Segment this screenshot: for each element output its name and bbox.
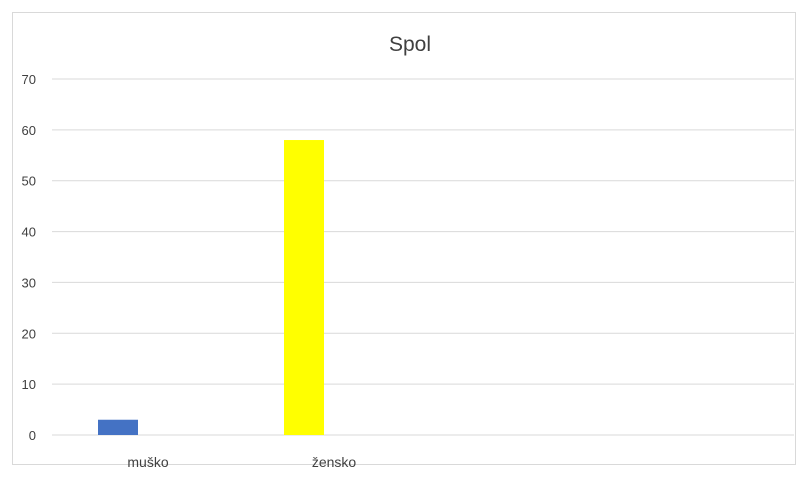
y-tick-label: 40 bbox=[22, 225, 36, 240]
y-tick-label: 70 bbox=[22, 72, 36, 87]
y-axis-ticks: 0 10 20 30 40 50 60 70 bbox=[22, 72, 36, 443]
y-tick-label: 50 bbox=[22, 174, 36, 189]
y-tick-label: 20 bbox=[22, 326, 36, 341]
y-tick-label: 0 bbox=[29, 428, 36, 443]
bar-1 bbox=[284, 140, 324, 435]
x-axis-labels: muško žensko bbox=[127, 454, 356, 470]
gridlines bbox=[52, 78, 794, 436]
bars bbox=[98, 140, 324, 435]
x-category-label: muško bbox=[127, 454, 168, 470]
x-category-label: žensko bbox=[312, 454, 357, 470]
y-tick-label: 30 bbox=[22, 275, 36, 290]
chart-title: Spol bbox=[389, 33, 431, 56]
chart-border bbox=[12, 12, 796, 465]
bar-0 bbox=[98, 419, 138, 435]
y-tick-label: 10 bbox=[22, 377, 36, 392]
y-tick-label: 60 bbox=[22, 123, 36, 138]
